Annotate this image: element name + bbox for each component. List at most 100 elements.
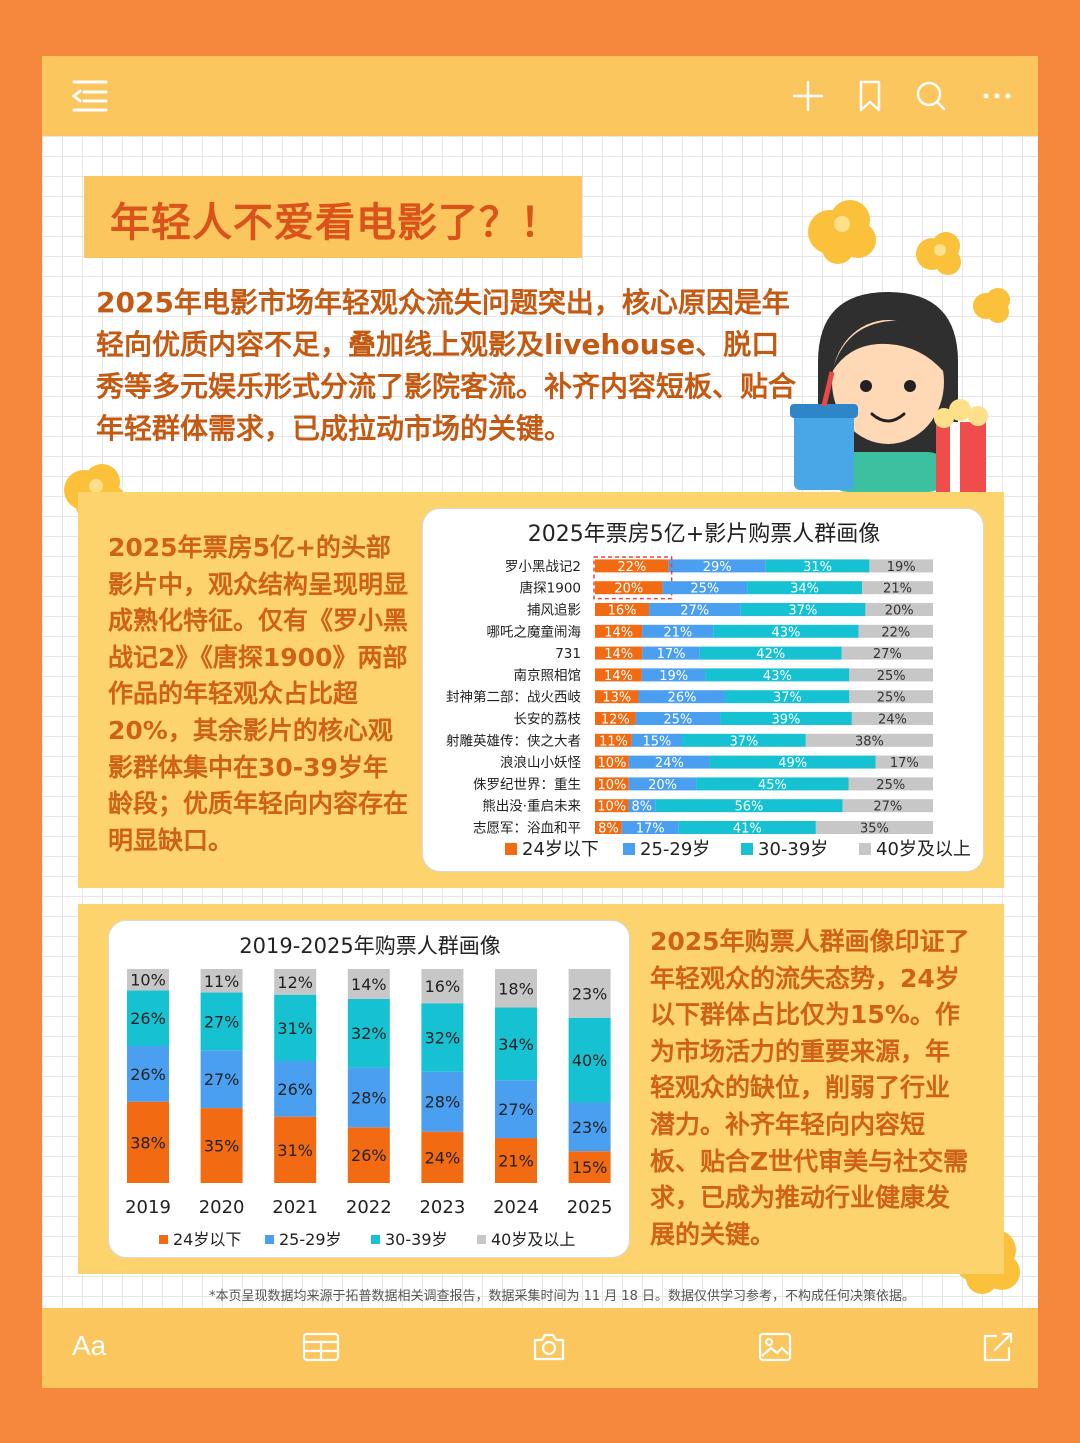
chart2-data-label: 24% <box>425 1148 461 1167</box>
chart1-data-label: 10% <box>597 756 626 771</box>
chart1-data-label: 41% <box>733 822 762 837</box>
chart2-category-label: 2023 <box>419 1197 465 1218</box>
chart2-bar-24- <box>200 1108 243 1183</box>
chart1-bar-25-29- <box>649 603 741 616</box>
chart2-legend-swatch <box>477 1235 486 1244</box>
chart2-bar-25-29- <box>200 1050 243 1109</box>
chart2-bar-25-29- <box>347 1067 390 1128</box>
top-toolbar <box>42 56 1038 136</box>
chart2-title: 2019-2025年购票人群画像 <box>239 934 500 958</box>
chart2-data-label: 35% <box>204 1137 240 1156</box>
chart1-category-label: 南京照相馆 <box>514 668 582 684</box>
chart1-data-label: 29% <box>703 560 732 575</box>
chart2-bar-30-39- <box>347 998 390 1068</box>
table-icon[interactable] <box>302 1332 340 1362</box>
chart2-legend-swatch <box>265 1235 274 1244</box>
edit-icon[interactable] <box>982 1332 1014 1362</box>
font-icon[interactable]: Aa <box>72 1330 107 1361</box>
chart2-bar-30-39- <box>568 1017 611 1103</box>
chart-card-years: 2019-2025年购票人群画像 38% 26% 26% 10% 2019 35% 27% 27… <box>108 920 630 1258</box>
chart1-bar-40- <box>869 559 933 573</box>
chart1-category-label: 射雕英雄传：侠之大者 <box>446 732 581 749</box>
chart1-category-label: 唐探1900 <box>520 580 581 597</box>
chart1-bar-25-29- <box>642 646 700 660</box>
chart1-data-label: 10% <box>597 800 626 815</box>
chart2-bar-40- <box>495 969 537 1008</box>
chart2-data-label: 11% <box>204 972 240 991</box>
search-icon[interactable] <box>914 78 948 114</box>
chart1-bar-30-39- <box>699 646 842 660</box>
chart2-data-label: 26% <box>130 1065 166 1084</box>
chart1-bar-24- <box>595 581 663 595</box>
plus-icon[interactable] <box>792 78 824 114</box>
popcorn-icon <box>916 232 961 275</box>
title-banner: 年轻人不爱看电影了？！ <box>84 176 582 258</box>
chart1-data-label: 37% <box>773 691 802 706</box>
chart2-bar-24- <box>421 1131 464 1183</box>
camera-icon[interactable] <box>532 1332 566 1362</box>
chart1-bar-24- <box>595 603 650 616</box>
chart1-bar-30-39- <box>747 581 863 595</box>
chart2-bar-24- <box>495 1138 537 1183</box>
chart2-data-label: 26% <box>130 1009 166 1028</box>
chart1-data-label: 49% <box>778 756 807 771</box>
chart1-bar-30-39- <box>655 799 843 813</box>
chart1-data-label: 24% <box>655 756 684 771</box>
chart1-bar-40- <box>858 624 933 638</box>
more-icon[interactable] <box>980 78 1014 114</box>
chart-card-films: 2025年票房5亿+影片购票人群画像 罗小黑战记2 22% 29% 31% 19% 唐探19… <box>422 508 984 872</box>
chart1-data-label: 34% <box>790 582 819 597</box>
chart1-data-label: 25% <box>663 713 692 728</box>
chart2-bar-40- <box>347 969 390 999</box>
chart1-data-label: 20% <box>648 778 677 793</box>
menu-icon[interactable] <box>70 78 110 114</box>
chart2-category-label: 2019 <box>125 1197 171 1218</box>
popcorn-icon <box>808 200 876 264</box>
chart2-legend-label: 24岁以下 <box>173 1230 241 1249</box>
chart1-legend-label: 30-39岁 <box>758 839 828 860</box>
chart1-data-label: 24% <box>878 713 907 728</box>
chart1-bar-25-29- <box>635 712 721 725</box>
page-title: 年轻人不爱看电影了？！ <box>110 200 561 246</box>
chart1-bar-25-29- <box>638 690 726 704</box>
chart1-bar-40- <box>862 581 933 595</box>
chart1-data-label: 17% <box>657 647 686 662</box>
chart2-data-label: 21% <box>498 1152 534 1171</box>
chart2-data-label: 28% <box>351 1088 387 1107</box>
chart1-data-label: 13% <box>602 691 631 706</box>
section2-text: 2025年购票人群画像印证了年轻观众的流失态势，24岁以下群体占比仅为15%。作… <box>650 927 970 1249</box>
chart1-category-label: 侏罗纪世界：重生 <box>473 777 581 793</box>
chart1-data-label: 16% <box>608 604 637 619</box>
yearly-audience-chart: 2019-2025年购票人群画像 38% 26% 26% 10% 2019 35% 27% 27… <box>125 934 612 1249</box>
chart1-bar-40- <box>842 799 933 813</box>
chart1-bar-24- <box>595 799 629 813</box>
chart1-bar-30-39- <box>709 755 876 769</box>
chart1-bar-24- <box>595 821 622 834</box>
chart1-bar-25-29- <box>628 777 697 791</box>
footnote: *本页呈现数据均来源于拓普数据相关调查报告，数据采集时间为 11 月 18 日。… <box>208 1289 916 1304</box>
chart1-bar-30-39- <box>725 690 850 704</box>
chart2-bar-40- <box>274 969 317 995</box>
chart1-legend-swatch <box>505 843 517 855</box>
intro-paragraph: 2025年电影市场年轻观众流失问题突出，核心原因是年轻向优质内容不足，叠加线上观… <box>96 286 797 445</box>
chart1-bar-25-29- <box>628 755 710 769</box>
chart1-bar-24- <box>595 559 669 573</box>
chart1-legend-label: 40岁及以上 <box>876 839 971 860</box>
chart1-data-label: 39% <box>772 713 801 728</box>
chart1-data-label: 11% <box>599 734 628 749</box>
chart1-data-label: 17% <box>636 822 665 837</box>
chart1-data-label: 22% <box>617 560 646 575</box>
chart1-bar-30-39- <box>720 712 852 725</box>
chart1-bar-30-39- <box>682 733 806 747</box>
chart1-data-label: 8% <box>632 800 653 815</box>
popcorn-icon <box>973 288 1010 323</box>
chart2-data-label: 31% <box>277 1141 313 1160</box>
chart1-legend-swatch <box>741 843 753 855</box>
chart2-bar-30-39- <box>200 992 243 1051</box>
bookmark-icon[interactable] <box>856 78 884 114</box>
chart2-bar-25-29- <box>568 1102 611 1152</box>
chart2-data-label: 14% <box>351 975 387 994</box>
chart1-bar-25-29- <box>642 624 714 638</box>
image-icon[interactable] <box>758 1332 792 1362</box>
chart1-legend-label: 25-29岁 <box>640 839 710 860</box>
